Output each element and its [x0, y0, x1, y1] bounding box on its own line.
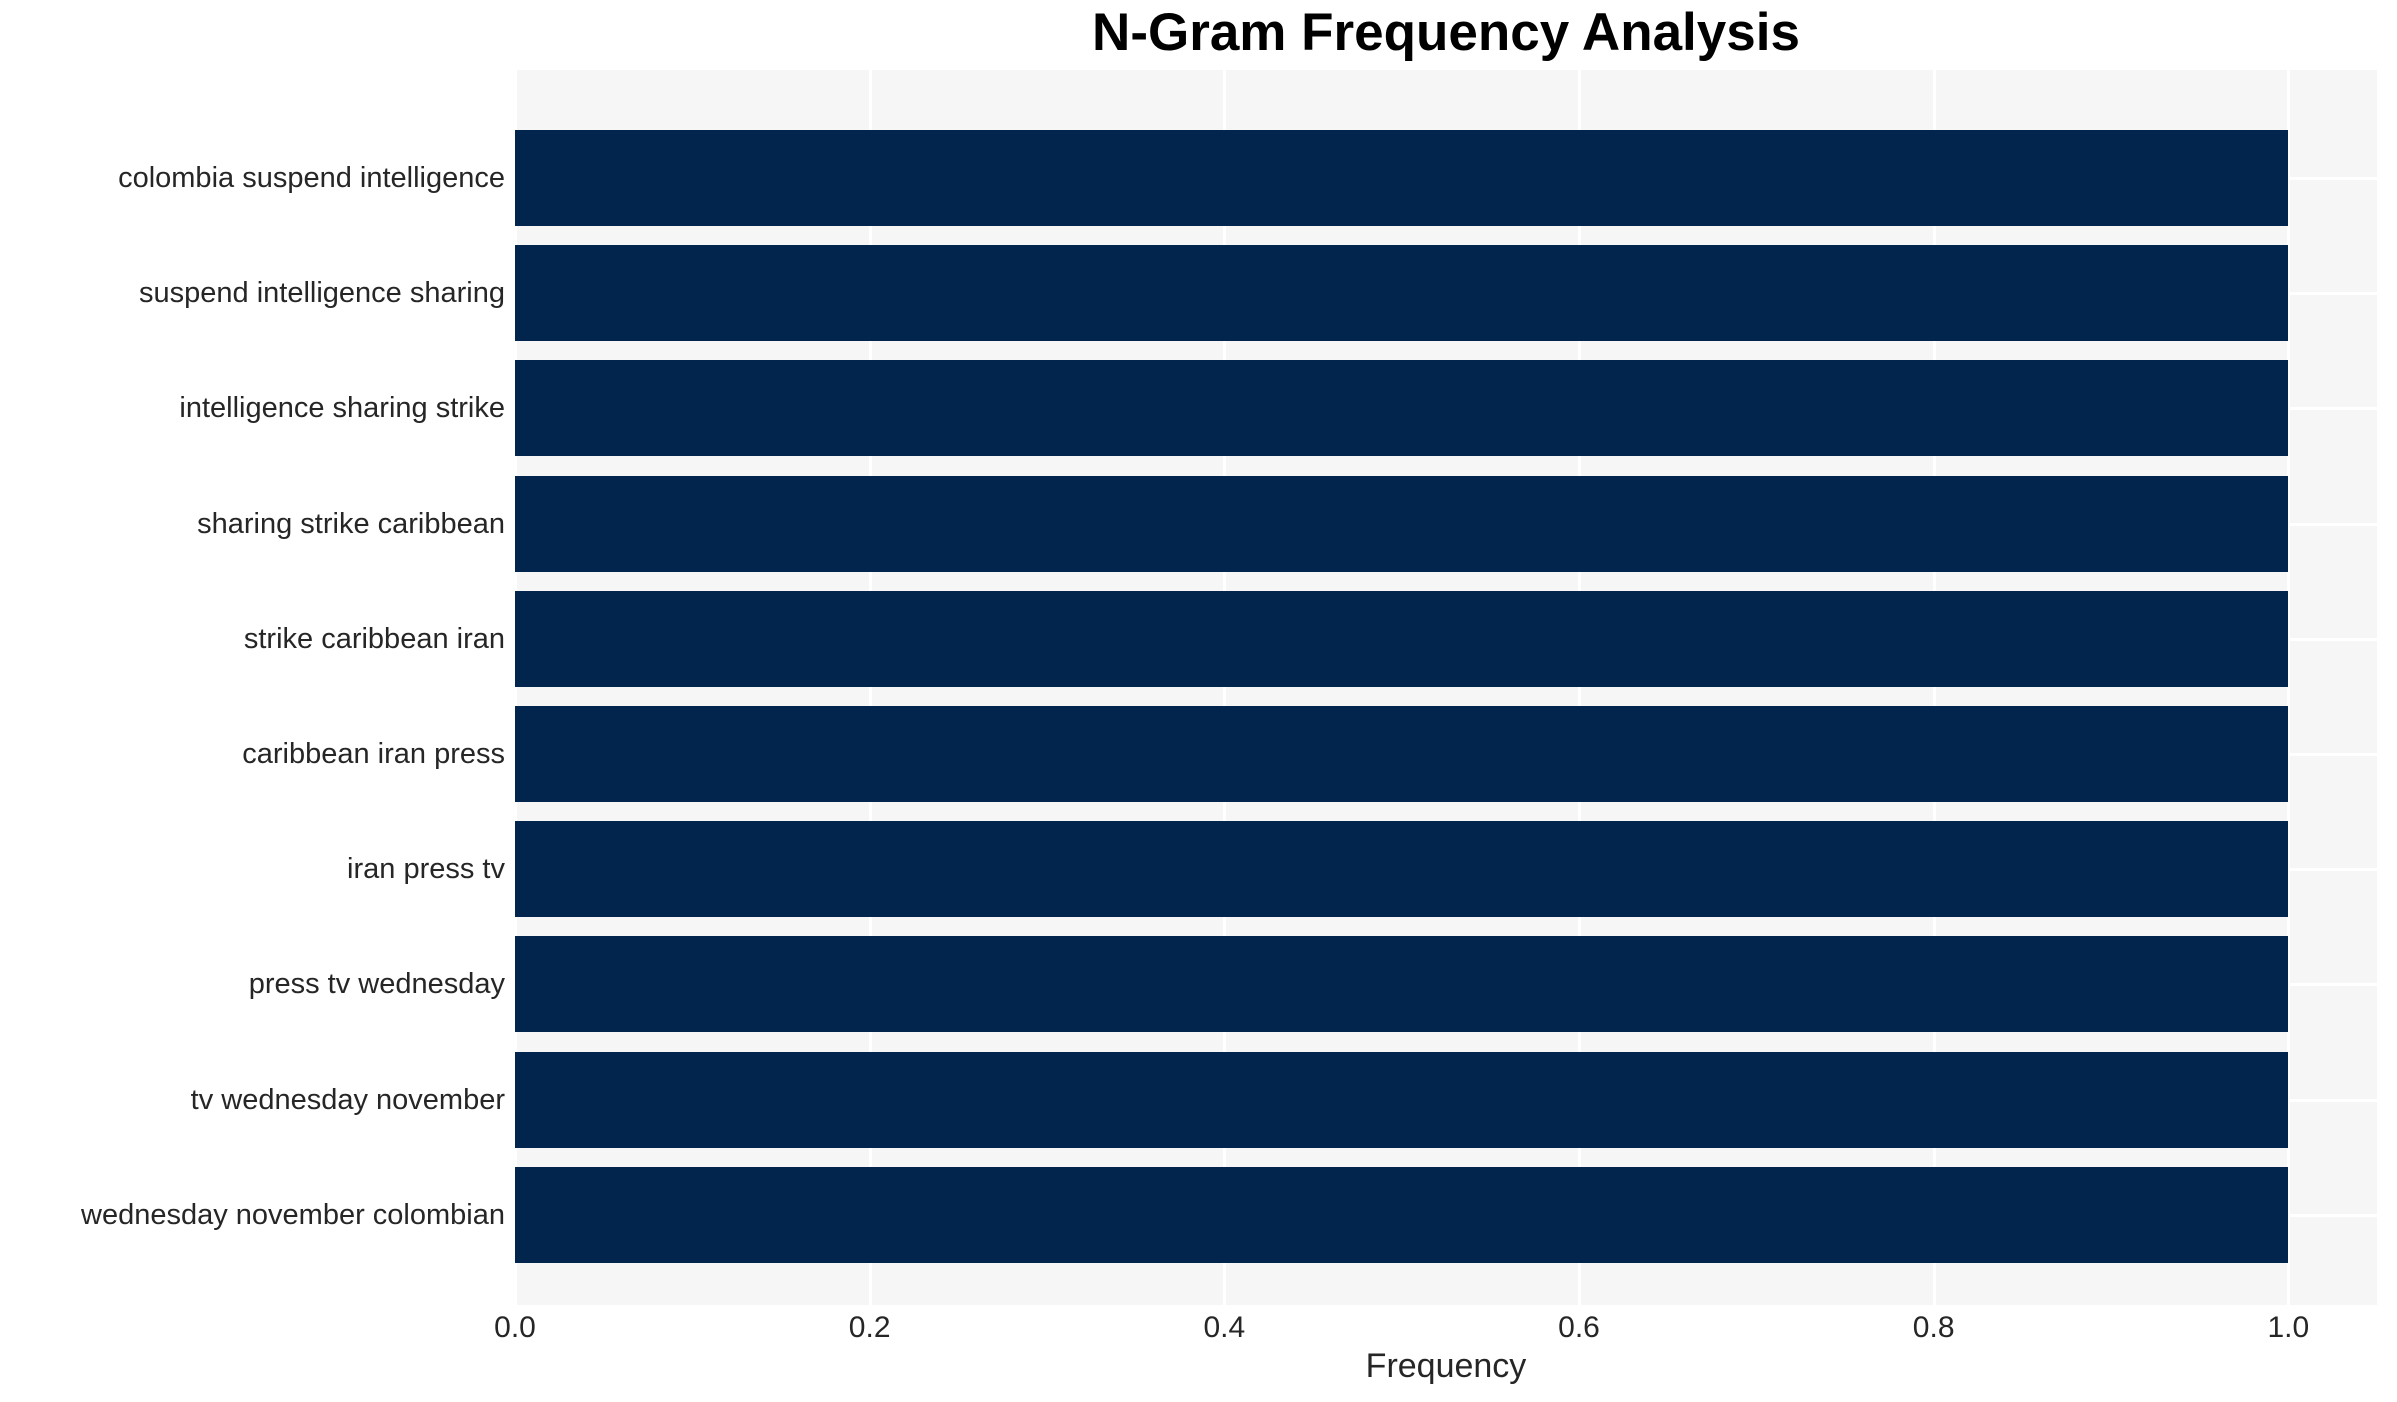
gridline-vertical	[1223, 70, 1227, 1305]
y-axis-label: colombia suspend intelligence	[118, 162, 505, 194]
gridline-vertical	[514, 70, 517, 1305]
y-axis-labels: colombia suspend intelligence suspend int…	[0, 70, 505, 1305]
y-axis-label: strike caribbean iran	[243, 622, 505, 655]
gridline-vertical	[2287, 70, 2291, 1305]
gridline-vertical	[1578, 70, 1581, 1305]
bar	[515, 1051, 2289, 1148]
y-axis-label: sharing strike caribbean	[197, 507, 505, 540]
x-axis-tick: 0.4	[1203, 1311, 1246, 1344]
x-axis-tick: 0.6	[1558, 1311, 1600, 1344]
chart-title: N-Gram Frequency Analysis	[1092, 3, 1800, 62]
bar	[515, 245, 2289, 342]
x-axis-tick: 0.8	[1912, 1311, 1955, 1344]
y-axis-label: suspend intelligence sharing	[139, 277, 505, 310]
bar	[515, 821, 2289, 918]
plot-area	[514, 70, 2377, 1305]
bar	[515, 590, 2289, 687]
x-axis-tick: 0.0	[494, 1311, 536, 1344]
y-axis-label: wednesday november colombian	[81, 1198, 505, 1231]
bar	[515, 360, 2289, 457]
x-axis-label: Frequency	[1365, 1347, 1527, 1385]
y-axis-label: press tv wednesday	[248, 968, 505, 1001]
gridline-vertical	[868, 70, 872, 1305]
y-axis-label: tv wednesday november	[190, 1083, 505, 1116]
x-axis-tick: 0.2	[848, 1311, 891, 1344]
bar	[515, 706, 2289, 802]
x-axis-tick: 1.0	[2267, 1311, 2310, 1344]
bar	[515, 475, 2289, 572]
y-axis-label: iran press tv	[347, 853, 505, 886]
bar	[515, 130, 2289, 226]
x-axis-ticks: 0.0 0.2 0.4 0.6 0.8 1.0	[494, 1305, 2377, 1349]
bar	[515, 936, 2289, 1033]
y-axis-label: caribbean iran press	[242, 738, 505, 770]
bar	[515, 1166, 2289, 1263]
y-axis-label: intelligence sharing strike	[179, 392, 505, 425]
gridline-vertical	[1932, 70, 1936, 1305]
